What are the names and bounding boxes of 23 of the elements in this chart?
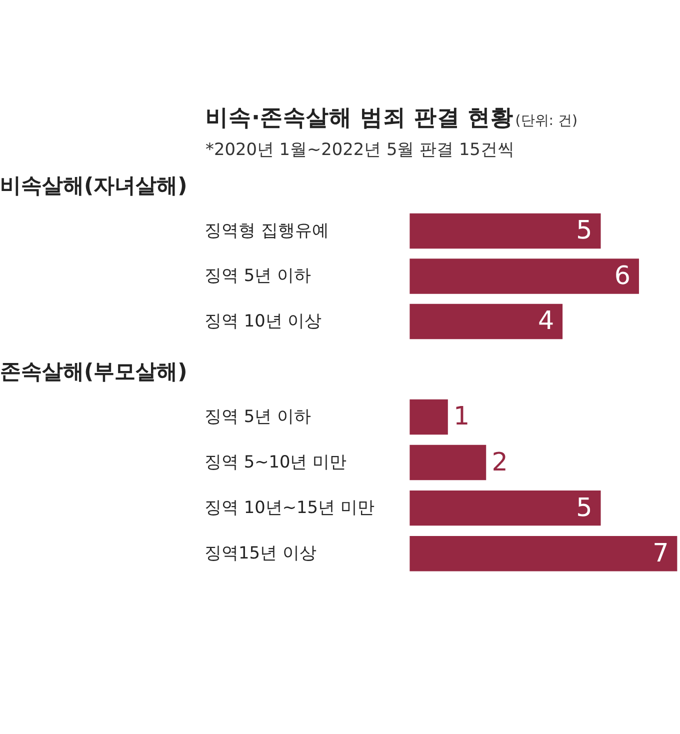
data-label: 4 [538,305,554,336]
data-label: 7 [652,537,669,568]
data-label: 2 [492,446,508,476]
text: 비속살해(자녀살해) [0,172,188,198]
y-tick-label: 징역 5~10년 미만 [204,451,347,472]
text: (단위: 건) [515,112,578,129]
data-label: 5 [576,492,592,522]
y-tick-label: 징역 10년~15년 미만 [204,497,374,518]
bar [410,444,486,480]
text: 존속살해(부모살해) [0,358,188,384]
data-label: 5 [576,214,592,245]
y-tick-label: 징역 5년 이하 [204,265,311,286]
bar [410,490,601,526]
bar [410,536,678,572]
text: 비속·존속살해 범죄 판결 현황 [206,104,514,131]
text: *2020년 1월~2022년 5월 판결 15건씩 [206,139,514,160]
y-tick-label: 징역형 집행유예 [204,220,329,240]
data-label: 6 [614,260,631,290]
y-tick-label: 징역15년 이상 [204,542,316,563]
y-tick-label: 징역 5년 이하 [204,406,311,426]
bar [410,399,448,435]
data-label: 1 [454,400,470,431]
y-tick-label: 징역 10년 이상 [204,310,322,330]
